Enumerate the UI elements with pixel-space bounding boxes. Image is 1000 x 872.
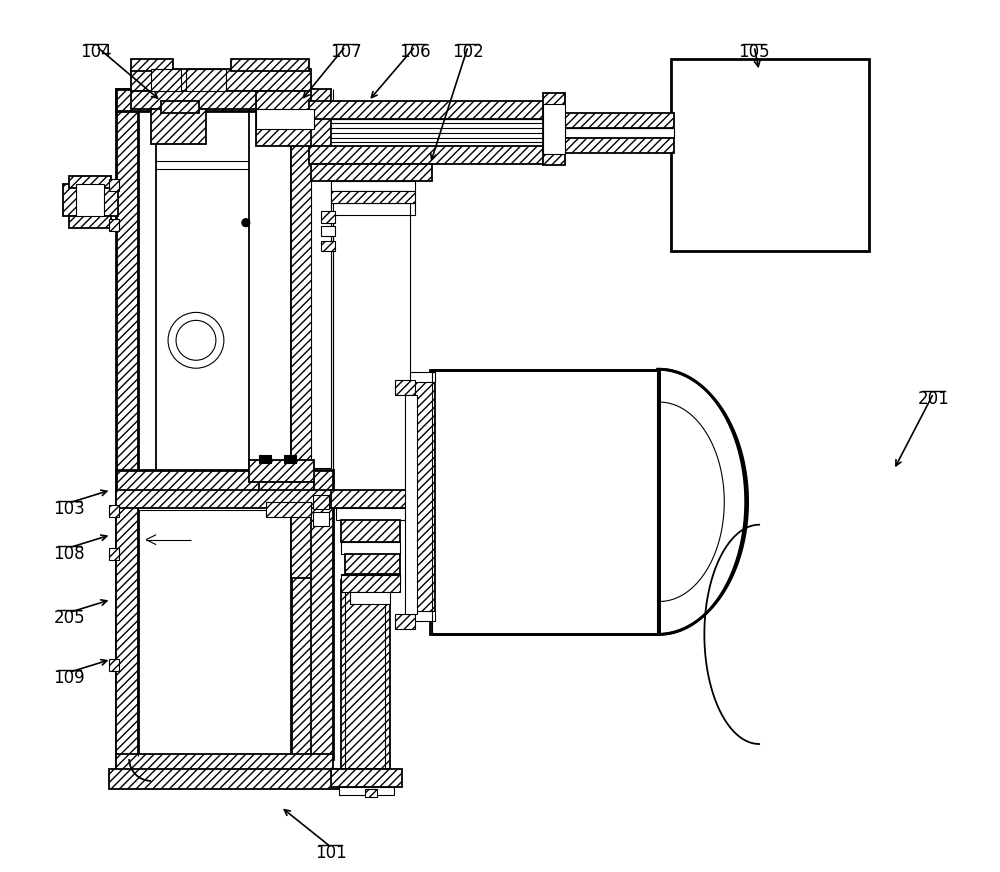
Bar bbox=[69, 176, 111, 187]
Bar bbox=[256, 91, 314, 146]
Bar bbox=[311, 164, 432, 181]
Bar bbox=[395, 615, 415, 630]
Bar bbox=[151, 109, 206, 144]
Bar bbox=[341, 575, 400, 592]
Bar bbox=[311, 164, 331, 468]
Bar bbox=[69, 215, 111, 228]
Bar bbox=[151, 69, 181, 91]
Bar bbox=[341, 580, 390, 769]
Bar bbox=[291, 89, 313, 787]
Circle shape bbox=[168, 312, 224, 368]
Bar bbox=[410, 372, 435, 382]
Text: 201: 201 bbox=[918, 390, 949, 408]
Bar bbox=[671, 59, 869, 250]
Bar bbox=[543, 93, 565, 165]
Bar bbox=[341, 520, 400, 542]
Text: 109: 109 bbox=[54, 669, 85, 687]
Bar bbox=[131, 69, 311, 91]
Text: 107: 107 bbox=[330, 44, 361, 61]
Bar bbox=[116, 497, 333, 507]
Bar bbox=[410, 382, 435, 622]
Bar bbox=[249, 460, 314, 482]
Bar bbox=[405, 395, 417, 615]
Bar bbox=[109, 505, 119, 517]
Bar bbox=[116, 89, 313, 111]
Bar bbox=[109, 548, 119, 560]
Bar bbox=[395, 380, 415, 395]
Bar bbox=[259, 455, 271, 463]
Bar bbox=[63, 184, 118, 215]
Bar bbox=[341, 574, 400, 582]
Bar bbox=[331, 181, 415, 191]
Text: 106: 106 bbox=[399, 44, 431, 61]
Bar bbox=[331, 490, 410, 508]
Bar bbox=[109, 659, 119, 671]
Text: 105: 105 bbox=[738, 44, 770, 61]
Bar bbox=[309, 101, 548, 119]
Bar bbox=[350, 592, 390, 604]
Circle shape bbox=[242, 219, 250, 227]
Bar bbox=[565, 128, 674, 138]
Bar bbox=[321, 211, 335, 222]
Bar bbox=[116, 470, 333, 492]
Bar bbox=[543, 104, 565, 153]
Bar bbox=[138, 492, 311, 510]
Text: 102: 102 bbox=[452, 44, 484, 61]
Bar bbox=[116, 490, 333, 508]
Bar bbox=[109, 769, 341, 789]
Bar bbox=[331, 203, 415, 215]
Bar bbox=[259, 482, 314, 501]
Bar bbox=[131, 91, 309, 109]
Bar bbox=[116, 765, 313, 787]
Text: 205: 205 bbox=[54, 610, 85, 628]
Bar bbox=[331, 191, 415, 203]
Bar bbox=[109, 179, 119, 191]
Bar bbox=[313, 512, 329, 526]
Bar bbox=[311, 505, 333, 759]
Bar bbox=[284, 455, 296, 463]
Bar bbox=[266, 501, 311, 517]
Bar bbox=[291, 89, 313, 577]
Bar bbox=[331, 769, 402, 787]
Bar bbox=[256, 109, 314, 129]
Bar bbox=[313, 494, 329, 508]
Bar bbox=[131, 59, 173, 72]
Bar bbox=[345, 554, 400, 574]
Bar bbox=[341, 542, 400, 554]
Bar bbox=[116, 505, 333, 759]
Bar bbox=[365, 789, 377, 797]
Bar bbox=[311, 89, 331, 164]
Bar bbox=[321, 241, 335, 250]
Bar bbox=[565, 113, 674, 128]
Bar bbox=[116, 505, 138, 759]
Bar bbox=[231, 59, 309, 72]
Bar bbox=[309, 146, 548, 164]
Text: 101: 101 bbox=[315, 844, 346, 862]
Text: 103: 103 bbox=[54, 500, 85, 518]
Bar bbox=[430, 371, 659, 634]
Bar bbox=[116, 754, 333, 776]
Bar bbox=[336, 508, 405, 520]
Bar bbox=[339, 787, 394, 795]
Bar bbox=[161, 101, 199, 113]
Bar bbox=[76, 184, 104, 215]
Bar bbox=[109, 219, 119, 231]
Bar bbox=[321, 226, 335, 235]
Bar bbox=[410, 611, 435, 622]
Bar bbox=[565, 138, 674, 153]
Bar bbox=[186, 69, 226, 91]
Bar bbox=[116, 89, 138, 787]
Bar bbox=[309, 119, 548, 146]
Text: 108: 108 bbox=[54, 545, 85, 562]
Text: 104: 104 bbox=[80, 44, 112, 61]
